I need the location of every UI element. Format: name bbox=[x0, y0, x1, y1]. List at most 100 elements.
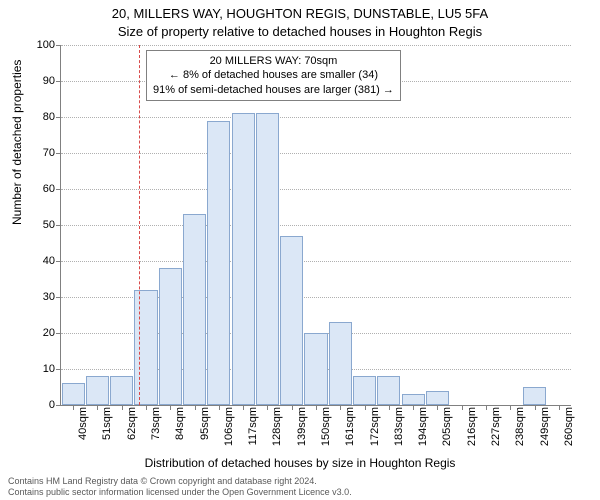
xtick-label: 249sqm bbox=[539, 407, 551, 457]
ytick-mark bbox=[56, 405, 61, 406]
ytick-label: 70 bbox=[27, 148, 55, 158]
ytick-mark bbox=[56, 117, 61, 118]
bar bbox=[256, 113, 279, 405]
xtick-label: 238sqm bbox=[514, 407, 526, 457]
xtick-mark bbox=[243, 405, 244, 410]
xtick-mark bbox=[97, 405, 98, 410]
bar bbox=[402, 394, 425, 405]
xtick-label: 95sqm bbox=[199, 407, 211, 457]
xtick-mark bbox=[195, 405, 196, 410]
gridline bbox=[61, 117, 571, 118]
gridline bbox=[61, 153, 571, 154]
xtick-mark bbox=[292, 405, 293, 410]
ytick-label: 30 bbox=[27, 292, 55, 302]
xtick-label: 128sqm bbox=[271, 407, 283, 457]
xtick-label: 106sqm bbox=[223, 407, 235, 457]
bar bbox=[329, 322, 352, 405]
xtick-label: 183sqm bbox=[393, 407, 405, 457]
gridline bbox=[61, 189, 571, 190]
ytick-label: 20 bbox=[27, 328, 55, 338]
xtick-mark bbox=[559, 405, 560, 410]
xtick-label: 216sqm bbox=[466, 407, 478, 457]
ytick-label: 50 bbox=[27, 220, 55, 230]
xtick-label: 205sqm bbox=[441, 407, 453, 457]
bar bbox=[523, 387, 546, 405]
bar bbox=[86, 376, 109, 405]
ytick-mark bbox=[56, 225, 61, 226]
xtick-label: 62sqm bbox=[126, 407, 138, 457]
gridline bbox=[61, 225, 571, 226]
annotation-line2: ← 8% of detached houses are smaller (34) bbox=[169, 69, 378, 81]
bar bbox=[62, 383, 85, 405]
xtick-label: 84sqm bbox=[174, 407, 186, 457]
gridline bbox=[61, 261, 571, 262]
xtick-mark bbox=[486, 405, 487, 410]
xtick-mark bbox=[365, 405, 366, 410]
x-axis-label: Distribution of detached houses by size … bbox=[0, 456, 600, 470]
xtick-mark bbox=[437, 405, 438, 410]
chart-container: 20, MILLERS WAY, HOUGHTON REGIS, DUNSTAB… bbox=[0, 0, 600, 500]
xtick-mark bbox=[146, 405, 147, 410]
title-main: 20, MILLERS WAY, HOUGHTON REGIS, DUNSTAB… bbox=[0, 6, 600, 21]
ytick-label: 60 bbox=[27, 184, 55, 194]
ytick-mark bbox=[56, 189, 61, 190]
ytick-label: 90 bbox=[27, 76, 55, 86]
ytick-mark bbox=[56, 45, 61, 46]
bar bbox=[134, 290, 157, 405]
xtick-mark bbox=[122, 405, 123, 410]
ytick-mark bbox=[56, 81, 61, 82]
y-axis-label: Number of detached properties bbox=[10, 60, 24, 225]
plot-area: 010203040506070809010040sqm51sqm62sqm73s… bbox=[60, 45, 571, 406]
xtick-label: 172sqm bbox=[369, 407, 381, 457]
xtick-label: 227sqm bbox=[490, 407, 502, 457]
bar bbox=[183, 214, 206, 405]
xtick-label: 161sqm bbox=[344, 407, 356, 457]
xtick-mark bbox=[170, 405, 171, 410]
xtick-mark bbox=[389, 405, 390, 410]
bar bbox=[110, 376, 133, 405]
footer-text: Contains HM Land Registry data © Crown c… bbox=[8, 476, 352, 498]
xtick-label: 73sqm bbox=[150, 407, 162, 457]
ytick-mark bbox=[56, 261, 61, 262]
ytick-label: 40 bbox=[27, 256, 55, 266]
xtick-label: 260sqm bbox=[563, 407, 575, 457]
ytick-label: 80 bbox=[27, 112, 55, 122]
annotation-line1: 20 MILLERS WAY: 70sqm bbox=[210, 55, 338, 67]
xtick-mark bbox=[267, 405, 268, 410]
xtick-mark bbox=[316, 405, 317, 410]
footer-line1: Contains HM Land Registry data © Crown c… bbox=[8, 476, 317, 486]
xtick-label: 117sqm bbox=[247, 407, 259, 457]
annotation-line3: 91% of semi-detached houses are larger (… bbox=[153, 84, 394, 96]
ytick-label: 100 bbox=[27, 40, 55, 50]
bar bbox=[377, 376, 400, 405]
xtick-mark bbox=[340, 405, 341, 410]
xtick-mark bbox=[535, 405, 536, 410]
bar bbox=[280, 236, 303, 405]
ytick-label: 10 bbox=[27, 364, 55, 374]
footer-line2: Contains public sector information licen… bbox=[8, 487, 352, 497]
bar bbox=[353, 376, 376, 405]
xtick-label: 40sqm bbox=[77, 407, 89, 457]
xtick-label: 51sqm bbox=[101, 407, 113, 457]
annotation-box: 20 MILLERS WAY: 70sqm ← 8% of detached ho… bbox=[146, 50, 401, 101]
reference-line bbox=[139, 45, 140, 405]
ytick-label: 0 bbox=[27, 400, 55, 410]
title-sub: Size of property relative to detached ho… bbox=[0, 24, 600, 39]
ytick-mark bbox=[56, 369, 61, 370]
xtick-mark bbox=[219, 405, 220, 410]
ytick-mark bbox=[56, 153, 61, 154]
xtick-label: 194sqm bbox=[417, 407, 429, 457]
xtick-mark bbox=[462, 405, 463, 410]
ytick-mark bbox=[56, 333, 61, 334]
xtick-mark bbox=[413, 405, 414, 410]
ytick-mark bbox=[56, 297, 61, 298]
bar bbox=[159, 268, 182, 405]
bar bbox=[232, 113, 255, 405]
bar bbox=[426, 391, 449, 405]
xtick-mark bbox=[510, 405, 511, 410]
gridline bbox=[61, 45, 571, 46]
bar bbox=[304, 333, 327, 405]
xtick-mark bbox=[73, 405, 74, 410]
xtick-label: 150sqm bbox=[320, 407, 332, 457]
bar bbox=[207, 121, 230, 405]
